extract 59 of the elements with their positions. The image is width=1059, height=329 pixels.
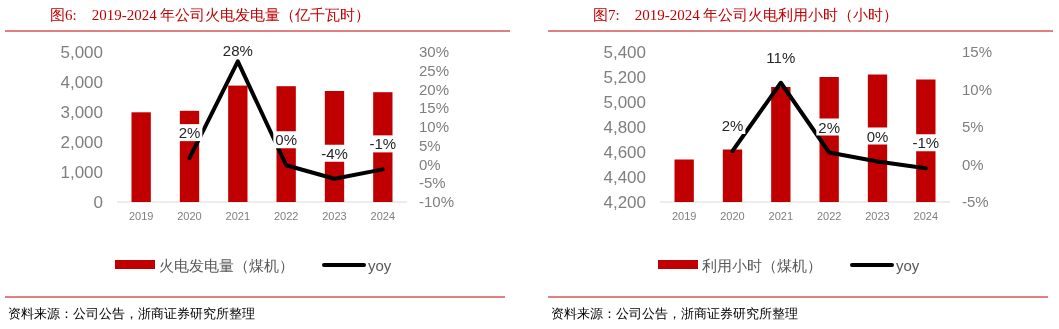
data-label: 2% bbox=[178, 124, 201, 142]
data-label: 11% bbox=[766, 48, 796, 66]
y2-tick-label: 15% bbox=[419, 99, 450, 117]
y-tick-label: 5,000 bbox=[60, 43, 103, 62]
x-tick-label: 2023 bbox=[865, 210, 890, 222]
legend-label: yoy bbox=[896, 257, 920, 274]
y2-tick-label: 5% bbox=[962, 118, 984, 135]
data-label: 28% bbox=[222, 42, 253, 59]
chart-title: 图6: 2019-2024 年公司火电发电量（亿千瓦时） bbox=[50, 7, 371, 23]
y2-tick-label: 10% bbox=[962, 80, 993, 98]
y-tick-label: 4,400 bbox=[603, 168, 646, 187]
legend-label: 火电发电量（煤机） bbox=[159, 257, 294, 274]
data-label: 0% bbox=[275, 131, 298, 149]
x-tick-label: 2019 bbox=[128, 210, 154, 222]
y-tick-label: 0 bbox=[93, 193, 103, 212]
x-tick-label: 2022 bbox=[816, 210, 842, 222]
x-tick-label: 2020 bbox=[177, 210, 202, 222]
data-label: 2% bbox=[818, 118, 841, 136]
y-tick-label: 1,000 bbox=[60, 163, 103, 182]
x-tick-label: 2019 bbox=[671, 210, 697, 222]
y2-tick-label: 15% bbox=[962, 43, 993, 60]
y-tick-label: 5,400 bbox=[603, 43, 646, 62]
y-tick-label: 5,000 bbox=[603, 93, 646, 112]
x-tick-label: 2021 bbox=[768, 210, 794, 222]
data-label: 2% bbox=[721, 117, 744, 134]
x-tick-label: 2023 bbox=[322, 210, 347, 222]
y-tick-label: 4,000 bbox=[60, 73, 103, 92]
legend-label: 利用小时（煤机） bbox=[702, 257, 822, 274]
x-tick-label: 2021 bbox=[225, 210, 251, 222]
y2-tick-label: 5% bbox=[419, 136, 441, 154]
bar bbox=[131, 112, 151, 202]
x-tick-label: 2020 bbox=[720, 210, 745, 222]
y-tick-label: 4,800 bbox=[603, 118, 646, 137]
y2-tick-label: 20% bbox=[419, 80, 450, 98]
legend-label: yoy bbox=[368, 257, 392, 274]
y-tick-label: 4,600 bbox=[603, 143, 646, 162]
y-tick-label: 3,000 bbox=[60, 103, 103, 122]
y2-tick-label: 30% bbox=[419, 43, 450, 60]
data-label: -1% bbox=[912, 134, 940, 152]
y2-tick-label: -5% bbox=[962, 193, 989, 210]
y2-tick-label: 0% bbox=[419, 155, 441, 173]
data-label: -4% bbox=[321, 144, 348, 162]
chart-title: 图7: 2019-2024 年公司火电利用小时（小时） bbox=[593, 7, 899, 23]
y-tick-label: 2,000 bbox=[60, 133, 103, 152]
y2-tick-label: 10% bbox=[419, 118, 450, 135]
text: 资料来源：公司公告，浙商证券研究所整理 bbox=[551, 306, 798, 321]
y-tick-label: 4,200 bbox=[603, 193, 646, 212]
bar bbox=[228, 85, 248, 202]
y2-tick-label: 0% bbox=[962, 155, 984, 173]
x-tick-label: 2024 bbox=[913, 210, 939, 222]
y2-tick-label: 25% bbox=[419, 61, 450, 79]
data-label: -1% bbox=[369, 135, 397, 153]
y-tick-label: 5,200 bbox=[603, 68, 646, 87]
y2-tick-label: -10% bbox=[419, 193, 455, 210]
data-label: 0% bbox=[866, 127, 889, 145]
x-tick-label: 2022 bbox=[273, 210, 299, 222]
text: 资料来源：公司公告，浙商证券研究所整理 bbox=[8, 306, 255, 321]
x-tick-label: 2024 bbox=[370, 210, 396, 222]
y2-tick-label: -5% bbox=[419, 174, 446, 192]
